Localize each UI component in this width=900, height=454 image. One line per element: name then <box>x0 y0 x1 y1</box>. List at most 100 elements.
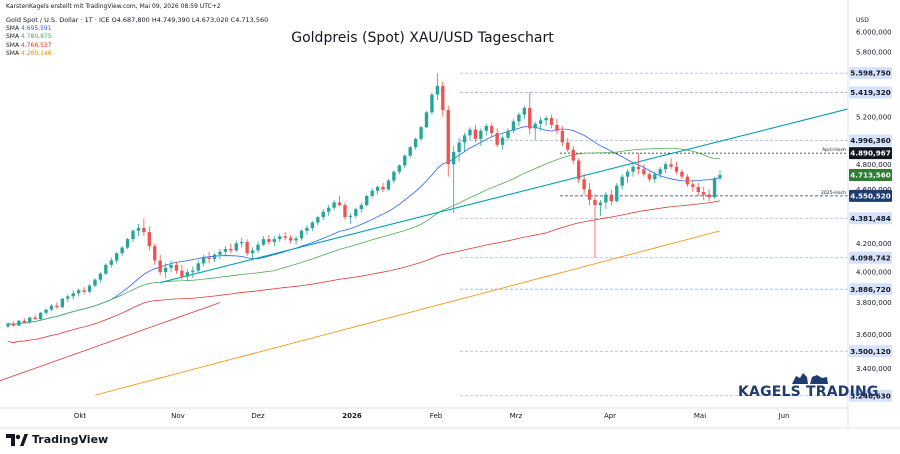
candle-body[interactable] <box>528 107 532 129</box>
candle-body[interactable] <box>288 237 293 241</box>
candle-body[interactable] <box>223 248 228 252</box>
candle-body[interactable] <box>669 164 673 167</box>
candle-body[interactable] <box>691 184 695 187</box>
candle-body[interactable] <box>93 279 97 286</box>
candle-body[interactable] <box>392 171 396 181</box>
candle-body[interactable] <box>365 195 369 206</box>
candle-body[interactable] <box>348 215 353 218</box>
candle-body[interactable] <box>625 171 630 177</box>
candle-body[interactable] <box>60 298 65 308</box>
candle-body[interactable] <box>718 175 722 179</box>
candle-body[interactable] <box>674 166 679 172</box>
candle-body[interactable] <box>544 118 548 121</box>
candle-body[interactable] <box>229 248 233 251</box>
candle-body[interactable] <box>484 126 488 131</box>
candle-body[interactable] <box>631 166 635 172</box>
candle-body[interactable] <box>598 202 603 206</box>
candle-body[interactable] <box>278 236 282 240</box>
candle-body[interactable] <box>207 257 211 260</box>
candle-body[interactable] <box>424 112 429 128</box>
candle-body[interactable] <box>696 186 700 193</box>
candle-body[interactable] <box>685 176 690 185</box>
candle-body[interactable] <box>125 239 130 248</box>
candle-body[interactable] <box>104 264 108 274</box>
candle-body[interactable] <box>653 174 657 180</box>
candle-body[interactable] <box>82 290 86 292</box>
candle-body[interactable] <box>245 241 249 254</box>
candle-body[interactable] <box>142 228 146 233</box>
candle-body[interactable] <box>153 246 157 261</box>
candle-body[interactable] <box>680 171 684 177</box>
candle-body[interactable] <box>647 174 652 180</box>
candle-body[interactable] <box>174 264 179 271</box>
candle-body[interactable] <box>28 317 32 323</box>
candle-body[interactable] <box>446 110 450 165</box>
candle-body[interactable] <box>413 138 418 148</box>
candle-body[interactable] <box>587 189 592 200</box>
candle-body[interactable] <box>468 129 472 136</box>
candle-body[interactable] <box>22 320 26 323</box>
candle-body[interactable] <box>430 94 434 113</box>
candle-body[interactable] <box>120 247 124 254</box>
tradingview-logo[interactable]: TradingView <box>6 433 108 446</box>
candle-body[interactable] <box>87 285 92 292</box>
candle-body[interactable] <box>555 124 559 131</box>
candle-body[interactable] <box>158 260 162 273</box>
candle-body[interactable] <box>240 241 244 244</box>
candle-body[interactable] <box>66 296 70 299</box>
candle-body[interactable] <box>375 186 380 191</box>
candle-body[interactable] <box>386 180 391 190</box>
candle-body[interactable] <box>707 194 711 198</box>
candle-body[interactable] <box>566 142 570 150</box>
candle-body[interactable] <box>49 305 54 310</box>
candle-body[interactable] <box>381 186 385 190</box>
candle-body[interactable] <box>305 228 309 231</box>
candle-body[interactable] <box>435 85 440 95</box>
candle-body[interactable] <box>517 114 521 122</box>
candle-body[interactable] <box>441 85 445 111</box>
candle-body[interactable] <box>473 129 478 139</box>
candle-body[interactable] <box>506 130 510 138</box>
candle-body[interactable] <box>169 264 173 268</box>
candle-body[interactable] <box>560 130 565 143</box>
candle-body[interactable] <box>33 317 37 320</box>
candle-body[interactable] <box>549 118 554 125</box>
candle-body[interactable] <box>354 209 358 216</box>
candle-body[interactable] <box>636 166 641 170</box>
candle-body[interactable] <box>571 149 575 161</box>
candle-body[interactable] <box>267 239 271 242</box>
candle-body[interactable] <box>256 244 260 251</box>
candle-body[interactable] <box>191 270 195 273</box>
candle-body[interactable] <box>604 194 608 203</box>
candle-body[interactable] <box>522 107 527 115</box>
candle-body[interactable] <box>136 228 141 231</box>
candle-body[interactable] <box>462 135 467 143</box>
candle-body[interactable] <box>131 230 135 240</box>
candle-body[interactable] <box>326 207 331 212</box>
candle-body[interactable] <box>490 126 494 134</box>
candle-body[interactable] <box>511 121 516 131</box>
candle-body[interactable] <box>163 267 168 273</box>
candle-body[interactable] <box>397 165 402 172</box>
candle-body[interactable] <box>261 239 266 245</box>
candle-body[interactable] <box>403 155 407 166</box>
candle-body[interactable] <box>316 217 320 223</box>
candle-body[interactable] <box>615 185 619 202</box>
candle-body[interactable] <box>321 211 325 218</box>
candle-body[interactable] <box>582 179 586 190</box>
candle-body[interactable] <box>109 260 113 265</box>
candle-body[interactable] <box>457 142 461 153</box>
candle-body[interactable] <box>218 251 222 255</box>
candle-body[interactable] <box>44 309 48 313</box>
candle-body[interactable] <box>76 290 81 294</box>
candle-body[interactable] <box>359 205 363 210</box>
candle-body[interactable] <box>663 164 668 170</box>
candle-body[interactable] <box>180 270 184 277</box>
candle-body[interactable] <box>299 230 304 239</box>
candle-body[interactable] <box>593 199 597 206</box>
candle-body[interactable] <box>408 147 412 156</box>
candle-body[interactable] <box>17 320 21 326</box>
candle-body[interactable] <box>294 238 298 241</box>
candle-body[interactable] <box>250 250 255 254</box>
